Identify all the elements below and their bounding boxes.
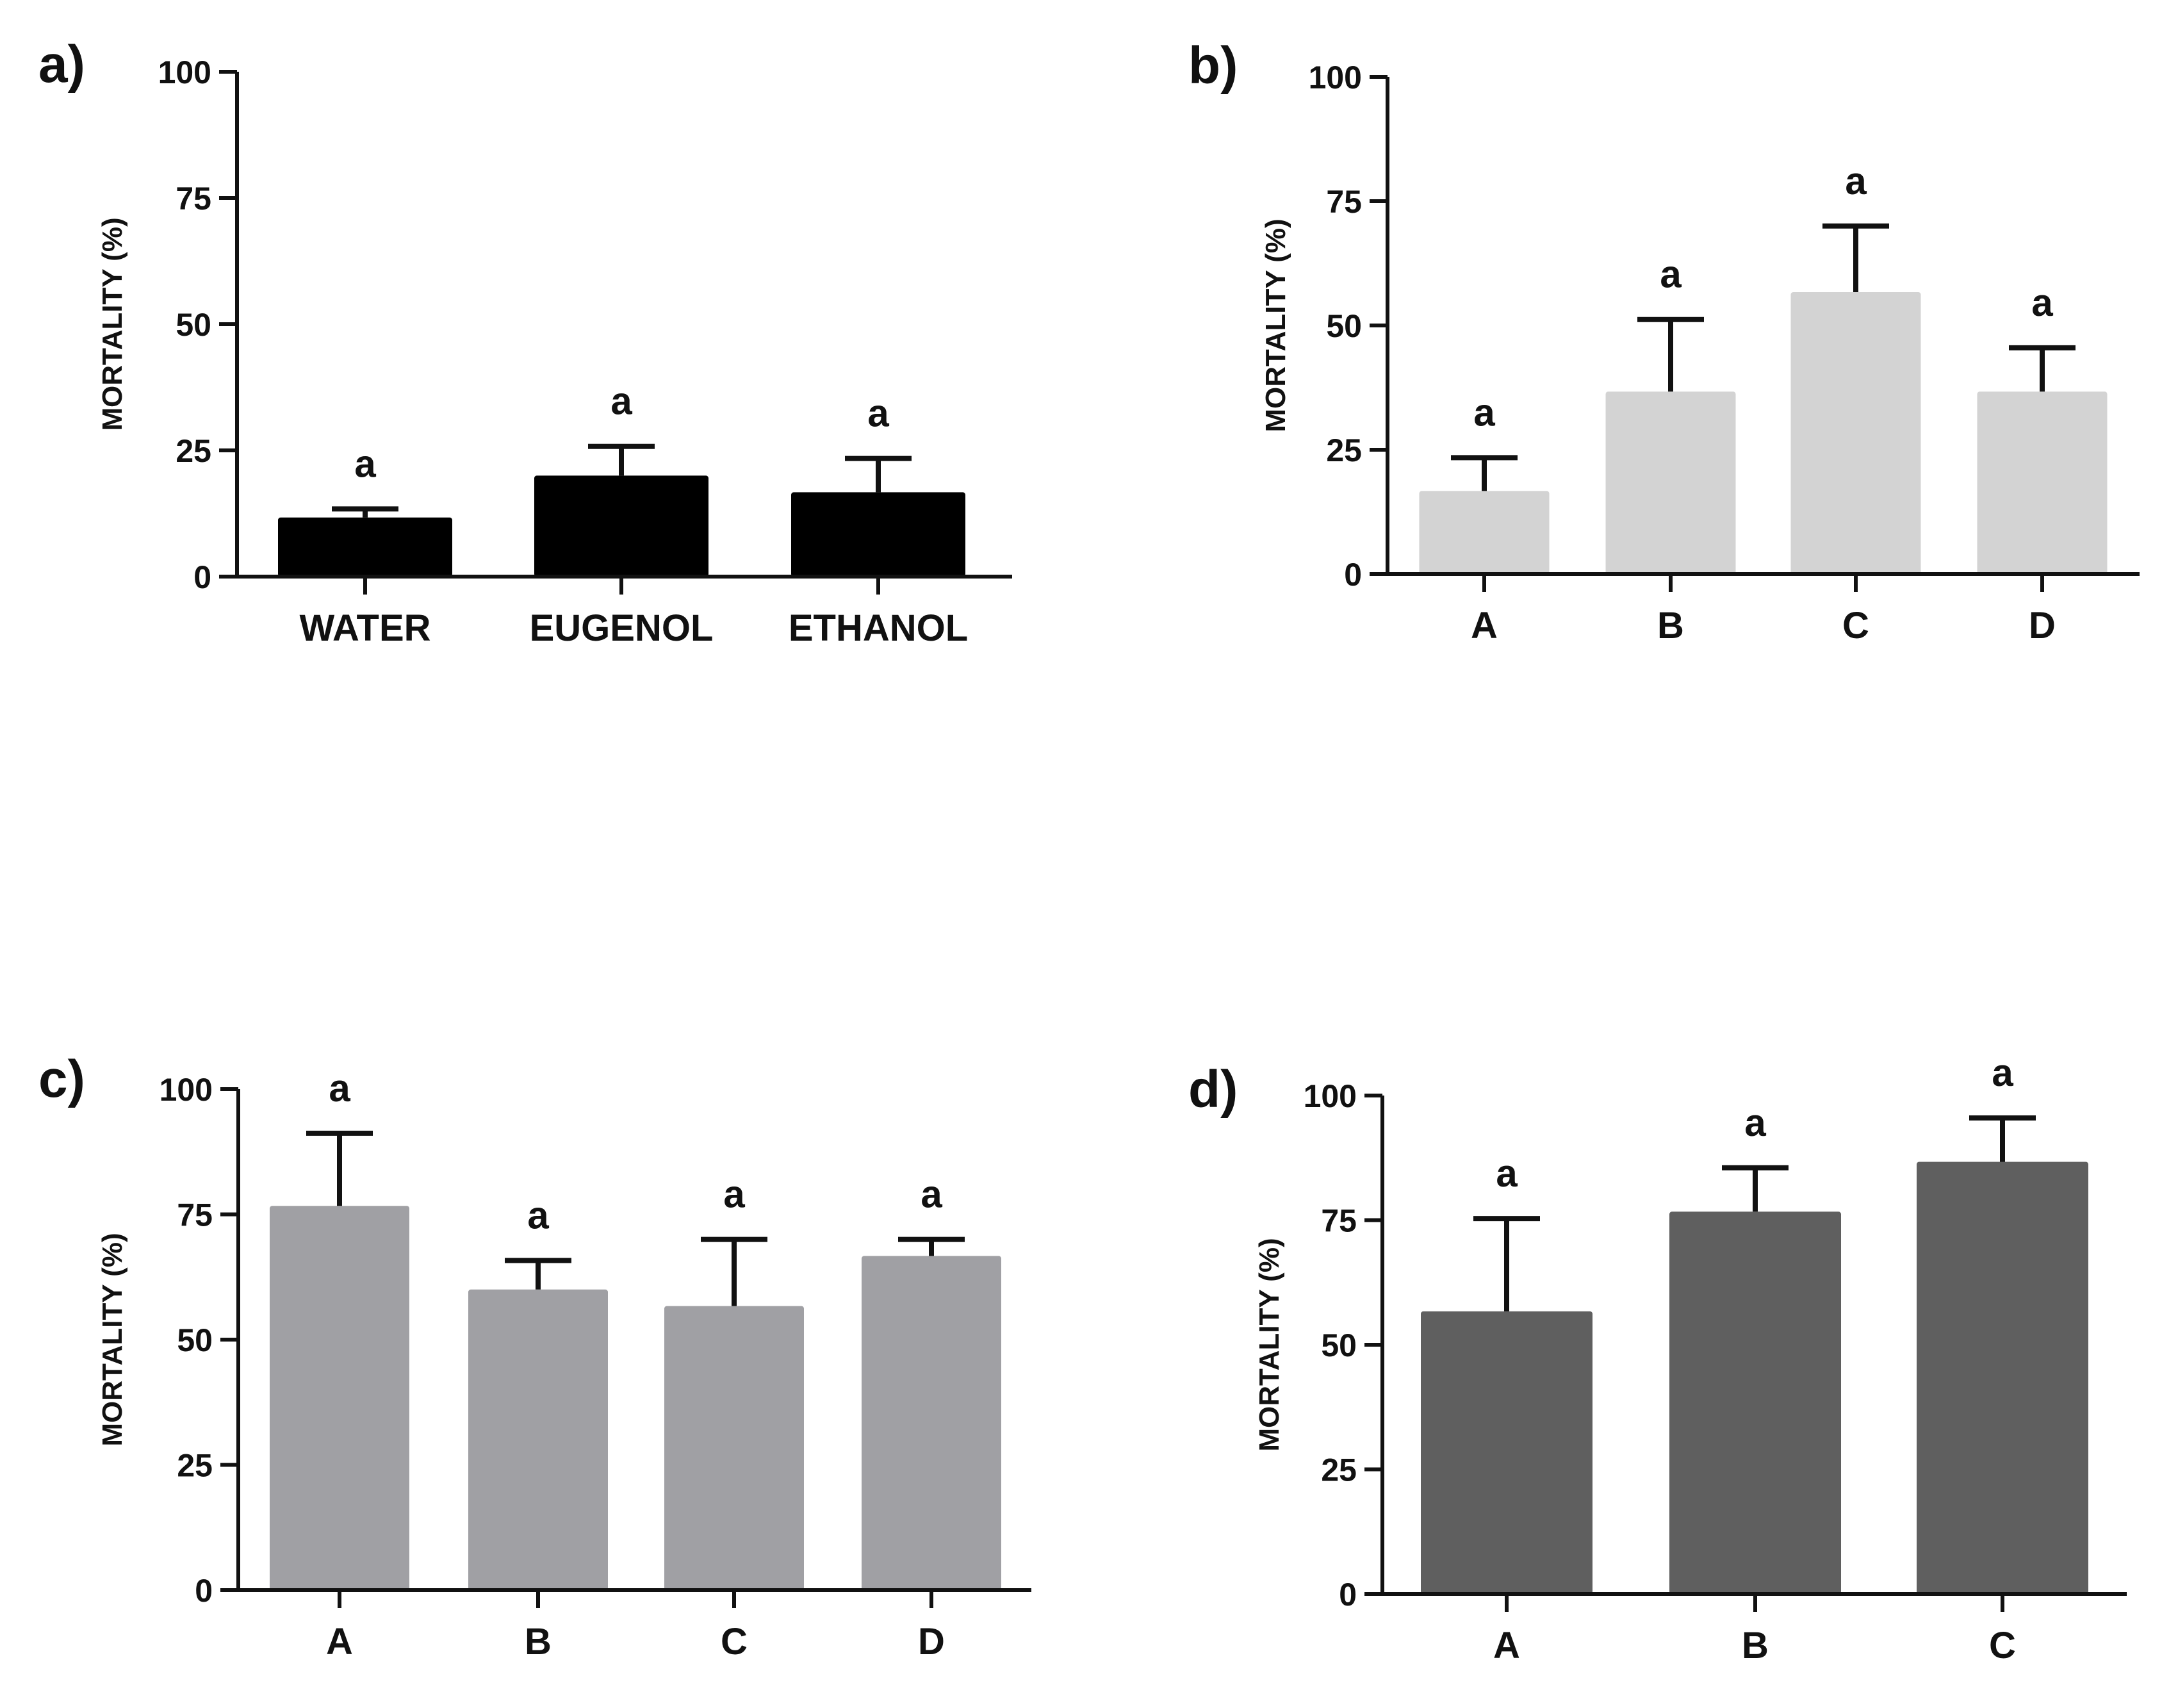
bar-eugenol bbox=[534, 475, 708, 577]
bar-b bbox=[1669, 1211, 1841, 1594]
bar-d bbox=[862, 1256, 1001, 1590]
x-category-label: D bbox=[2029, 605, 2056, 646]
x-category-label: C bbox=[1989, 1625, 2016, 1666]
significance-label: a bbox=[329, 1067, 350, 1110]
x-category-label: B bbox=[1742, 1625, 1769, 1666]
significance-label: a bbox=[1845, 160, 1867, 202]
bar-ethanol bbox=[791, 492, 965, 577]
panel-label: d) bbox=[1188, 1060, 1238, 1119]
bar-c bbox=[1790, 292, 1921, 574]
chart-panel-4: d) a a a 0 25 50 75 100 A B C MORTALITY (%) bbox=[1188, 1051, 2127, 1666]
y-tick-label: 100 bbox=[1304, 1078, 1357, 1114]
y-tick-label: 25 bbox=[1326, 432, 1362, 468]
bar-a bbox=[1419, 491, 1550, 574]
panel-label: b) bbox=[1188, 37, 1238, 95]
y-tick-label: 50 bbox=[1326, 308, 1362, 344]
y-tick-label: 75 bbox=[176, 181, 211, 217]
chart-panel-1: a) a a a 0 25 50 75 100 WATER EUGENOL ETHANOL MORTAL… bbox=[38, 35, 1012, 649]
significance-label: a bbox=[1473, 391, 1495, 434]
y-tick-label: 100 bbox=[160, 1072, 213, 1108]
x-category-label: B bbox=[1657, 605, 1684, 646]
y-tick-label: 75 bbox=[1321, 1203, 1357, 1239]
x-category-label: WATER bbox=[299, 607, 430, 649]
y-tick-label: 100 bbox=[158, 54, 211, 90]
y-tick-label: 100 bbox=[1309, 60, 1362, 95]
y-axis-title: MORTALITY (%) bbox=[1254, 1238, 1285, 1451]
significance-label: a bbox=[1992, 1051, 2013, 1094]
significance-label: a bbox=[527, 1194, 549, 1236]
x-category-label: EUGENOL bbox=[530, 607, 714, 649]
chart-panel-3: c) a a a a 0 25 50 75 100 A B C D MORTALITY (%) bbox=[38, 1050, 1031, 1663]
bar-b bbox=[1605, 391, 1736, 574]
y-axis-title: MORTALITY (%) bbox=[97, 217, 128, 431]
significance-label: a bbox=[1496, 1152, 1518, 1195]
bar-water bbox=[278, 517, 452, 577]
significance-label: a bbox=[723, 1173, 745, 1216]
bar-a bbox=[270, 1206, 409, 1590]
y-axis-title: MORTALITY (%) bbox=[97, 1233, 128, 1446]
bar-a bbox=[1421, 1311, 1593, 1594]
panel-label: c) bbox=[38, 1050, 85, 1108]
x-category-label: D bbox=[918, 1621, 945, 1663]
chart-panel-2: b) a a a a 0 25 50 75 100 A B C D MORTALITY (%) bbox=[1188, 37, 2140, 646]
significance-label: a bbox=[2031, 281, 2053, 324]
bar-c bbox=[664, 1306, 804, 1590]
x-category-label: A bbox=[326, 1621, 353, 1663]
y-tick-label: 50 bbox=[176, 307, 211, 343]
x-category-label: C bbox=[721, 1621, 748, 1663]
y-tick-label: 25 bbox=[1321, 1452, 1357, 1488]
y-tick-label: 0 bbox=[193, 559, 211, 595]
x-category-label: ETHANOL bbox=[789, 607, 968, 649]
y-tick-label: 50 bbox=[177, 1322, 213, 1358]
significance-label: a bbox=[1744, 1101, 1766, 1144]
x-category-label: B bbox=[525, 1621, 552, 1663]
panel-label: a) bbox=[38, 35, 85, 94]
y-tick-label: 50 bbox=[1321, 1327, 1357, 1363]
y-tick-label: 75 bbox=[177, 1197, 213, 1233]
y-tick-label: 0 bbox=[195, 1573, 213, 1609]
y-tick-label: 0 bbox=[1339, 1577, 1357, 1613]
significance-label: a bbox=[1660, 253, 1682, 296]
bar-b bbox=[468, 1289, 608, 1590]
significance-label: a bbox=[867, 392, 889, 435]
y-tick-label: 25 bbox=[176, 433, 211, 469]
bar-c bbox=[1917, 1162, 2088, 1594]
bar-d bbox=[1977, 391, 2108, 574]
x-category-label: A bbox=[1471, 605, 1498, 646]
x-category-label: C bbox=[1842, 605, 1869, 646]
y-tick-label: 25 bbox=[177, 1448, 213, 1484]
significance-label: a bbox=[921, 1173, 942, 1216]
y-tick-label: 0 bbox=[1344, 557, 1362, 593]
y-tick-label: 75 bbox=[1326, 184, 1362, 220]
y-axis-title: MORTALITY (%) bbox=[1260, 218, 1291, 432]
significance-label: a bbox=[610, 380, 632, 423]
significance-label: a bbox=[354, 442, 376, 485]
x-category-label: A bbox=[1493, 1625, 1520, 1666]
